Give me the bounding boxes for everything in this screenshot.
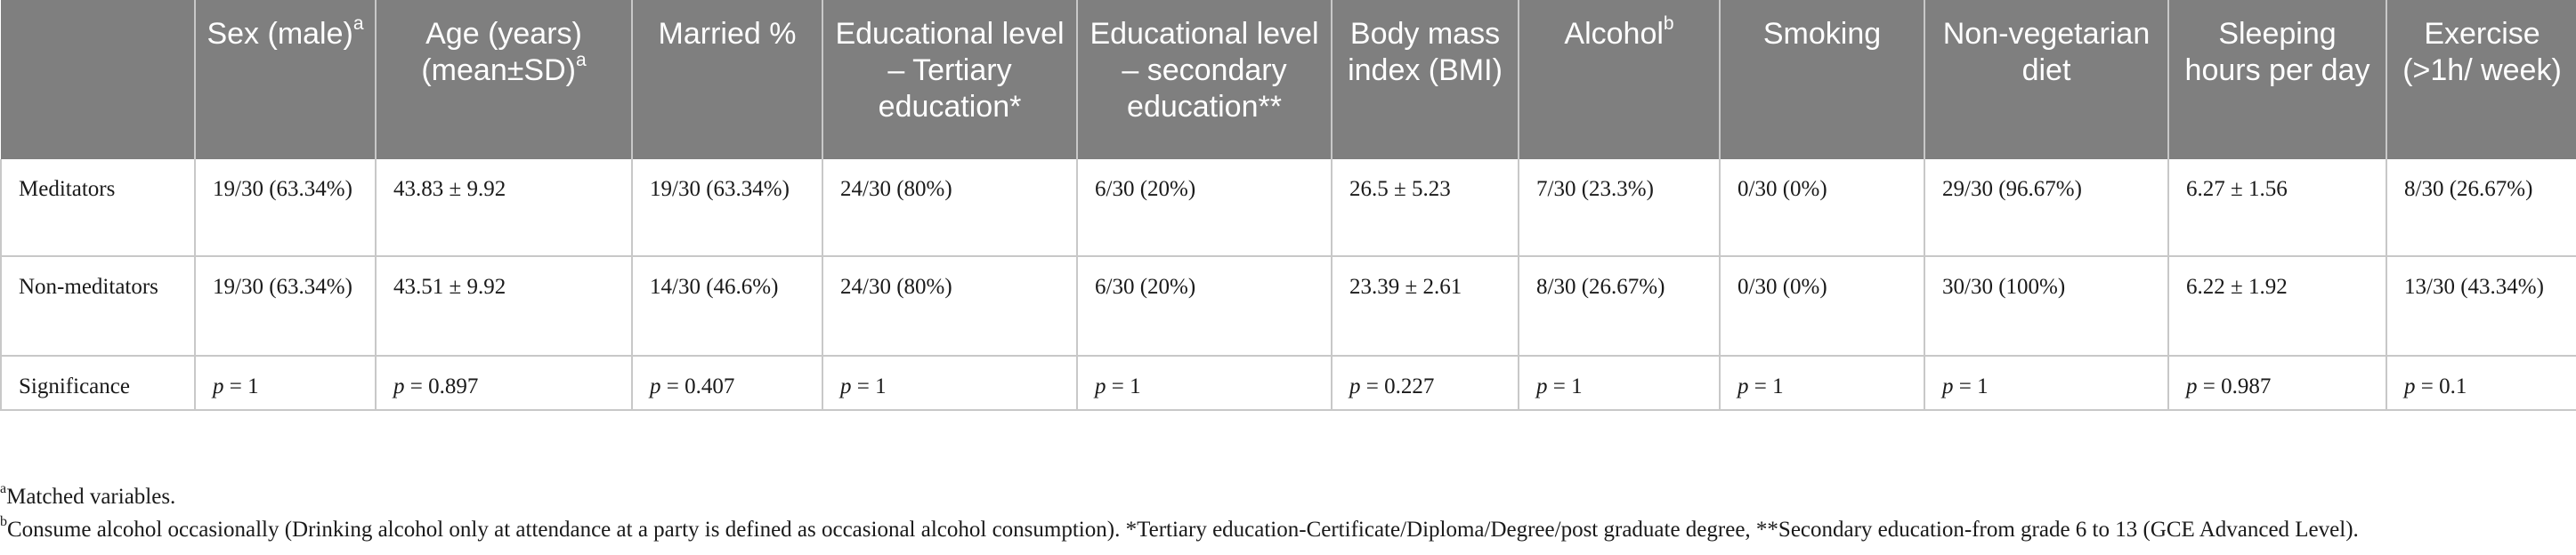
p-symbol: p [213, 374, 224, 398]
table-cell: 6.27 ± 1.56 [2168, 159, 2387, 257]
table-cell: 43.83 ± 9.92 [376, 159, 633, 257]
p-value: = 1 [229, 374, 259, 398]
p-symbol: p [1349, 374, 1361, 398]
p-value-cell: p = 1 [1924, 356, 2169, 411]
p-value: = 0.1 [2420, 374, 2467, 398]
p-symbol: p [1942, 374, 1954, 398]
p-value: = 0.407 [666, 374, 735, 398]
p-value: = 1 [856, 374, 887, 398]
p-symbol: p [650, 374, 661, 398]
p-value: = 0.227 [1365, 374, 1435, 398]
p-value-cell: p = 0.227 [1332, 356, 1519, 411]
header-cell-bmi: Body mass index (BMI) [1332, 0, 1519, 159]
header-cell-age: Age (years) (mean±SD)a [376, 0, 633, 159]
p-symbol: p [1536, 374, 1548, 398]
characteristics-table: Sex (male)a Age (years) (mean±SD)a Marri… [0, 0, 2576, 411]
header-cell-sex: Sex (male)a [195, 0, 377, 159]
table-cell: 8/30 (26.67%) [1519, 256, 1721, 357]
table-row-significance: Significance p = 1 p = 0.897 p = 0.407 p… [0, 356, 2576, 411]
data-table-container: Sex (male)a Age (years) (mean±SD)a Marri… [0, 0, 2576, 411]
table-footnotes: aMatched variables. bConsume alcohol occ… [0, 480, 2576, 546]
table-cell: 7/30 (23.3%) [1519, 159, 1721, 257]
header-cell-stub [1, 0, 196, 159]
p-value-cell: p = 0.1 [2386, 356, 2576, 411]
header-cell-secondary-education: Educational level – secondary education*… [1077, 0, 1333, 159]
p-value-cell: p = 1 [1519, 356, 1721, 411]
p-value: = 1 [1111, 374, 1141, 398]
header-row: Sex (male)a Age (years) (mean±SD)a Marri… [1, 0, 2576, 159]
header-cell-smoking: Smoking [1720, 0, 1925, 159]
table-row-meditators: Meditators 19/30 (63.34%) 43.83 ± 9.92 1… [0, 159, 2576, 257]
p-value: = 1 [1754, 374, 1784, 398]
p-value-cell: p = 0.897 [376, 356, 633, 411]
table-cell: 6/30 (20%) [1077, 256, 1333, 357]
p-value-cell: p = 0.407 [632, 356, 823, 411]
header-cell-alcohol: Alcoholb [1519, 0, 1721, 159]
table-cell: 0/30 (0%) [1720, 256, 1925, 357]
table-cell: 13/30 (43.34%) [2386, 256, 2576, 357]
p-value-cell: p = 1 [822, 356, 1078, 411]
table-cell: 19/30 (63.34%) [195, 159, 377, 257]
table-cell: 29/30 (96.67%) [1924, 159, 2169, 257]
p-symbol: p [840, 374, 852, 398]
p-value: = 1 [1958, 374, 1989, 398]
table-cell: 24/30 (80%) [822, 159, 1078, 257]
table-cell: 14/30 (46.6%) [632, 256, 823, 357]
p-symbol: p [1095, 374, 1106, 398]
table-cell: 24/30 (80%) [822, 256, 1078, 357]
table-cell: 19/30 (63.34%) [195, 256, 377, 357]
table-cell: 6/30 (20%) [1077, 159, 1333, 257]
p-symbol: p [2404, 374, 2416, 398]
header-cell-sleep: Sleeping hours per day [2168, 0, 2387, 159]
header-cell-tertiary-education: Educational level – Tertiary education* [822, 0, 1078, 159]
header-cell-diet: Non-vegetarian diet [1924, 0, 2169, 159]
row-label: Non-meditators [0, 256, 196, 357]
table-cell: 43.51 ± 9.92 [376, 256, 633, 357]
p-value: = 1 [1552, 374, 1583, 398]
footnote-a: aMatched variables. [0, 480, 176, 509]
row-label: Significance [0, 356, 196, 411]
p-value-cell: p = 0.987 [2168, 356, 2387, 411]
table-cell: 8/30 (26.67%) [2386, 159, 2576, 257]
p-symbol: p [393, 374, 405, 398]
table-cell: 6.22 ± 1.92 [2168, 256, 2387, 357]
p-value-cell: p = 1 [1077, 356, 1333, 411]
p-symbol: p [2186, 374, 2198, 398]
table-cell: 19/30 (63.34%) [632, 159, 823, 257]
table-cell: 30/30 (100%) [1924, 256, 2169, 357]
p-value: = 0.987 [2202, 374, 2272, 398]
p-value-cell: p = 1 [1720, 356, 1925, 411]
p-symbol: p [1738, 374, 1749, 398]
table-cell: 23.39 ± 2.61 [1332, 256, 1519, 357]
p-value: = 0.897 [409, 374, 479, 398]
table-cell: 26.5 ± 5.23 [1332, 159, 1519, 257]
row-label: Meditators [0, 159, 196, 257]
table-cell: 0/30 (0%) [1720, 159, 1925, 257]
header-cell-married: Married % [632, 0, 823, 159]
p-value-cell: p = 1 [195, 356, 377, 411]
table-row-non-meditators: Non-meditators 19/30 (63.34%) 43.51 ± 9.… [0, 256, 2576, 357]
header-cell-exercise: Exercise (>1h/ week) [2386, 0, 2576, 159]
footnote-b: bConsume alcohol occasionally (Drinking … [0, 513, 2359, 542]
